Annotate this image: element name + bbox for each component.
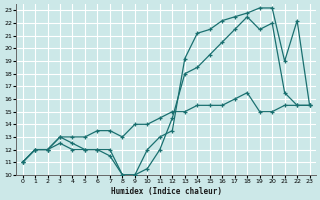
X-axis label: Humidex (Indice chaleur): Humidex (Indice chaleur) xyxy=(111,187,221,196)
